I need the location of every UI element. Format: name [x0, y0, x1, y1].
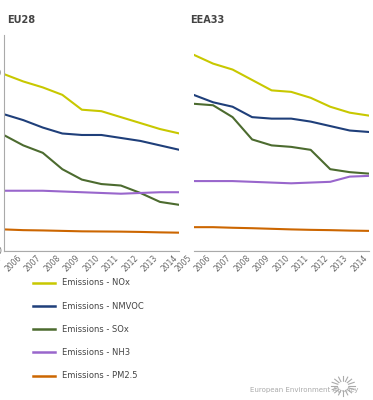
Text: EU28: EU28 [7, 15, 35, 25]
Text: Emissions - SOx: Emissions - SOx [62, 325, 129, 334]
Text: European Environment Agency: European Environment Agency [250, 387, 358, 393]
Text: Emissions - NH3: Emissions - NH3 [62, 348, 130, 357]
Text: EEA33: EEA33 [190, 15, 225, 25]
Text: Emissions - NOx: Emissions - NOx [62, 278, 130, 287]
Circle shape [339, 382, 348, 390]
Text: Emissions - NMVOC: Emissions - NMVOC [62, 302, 144, 310]
Text: Emissions - PM2.5: Emissions - PM2.5 [62, 371, 138, 380]
